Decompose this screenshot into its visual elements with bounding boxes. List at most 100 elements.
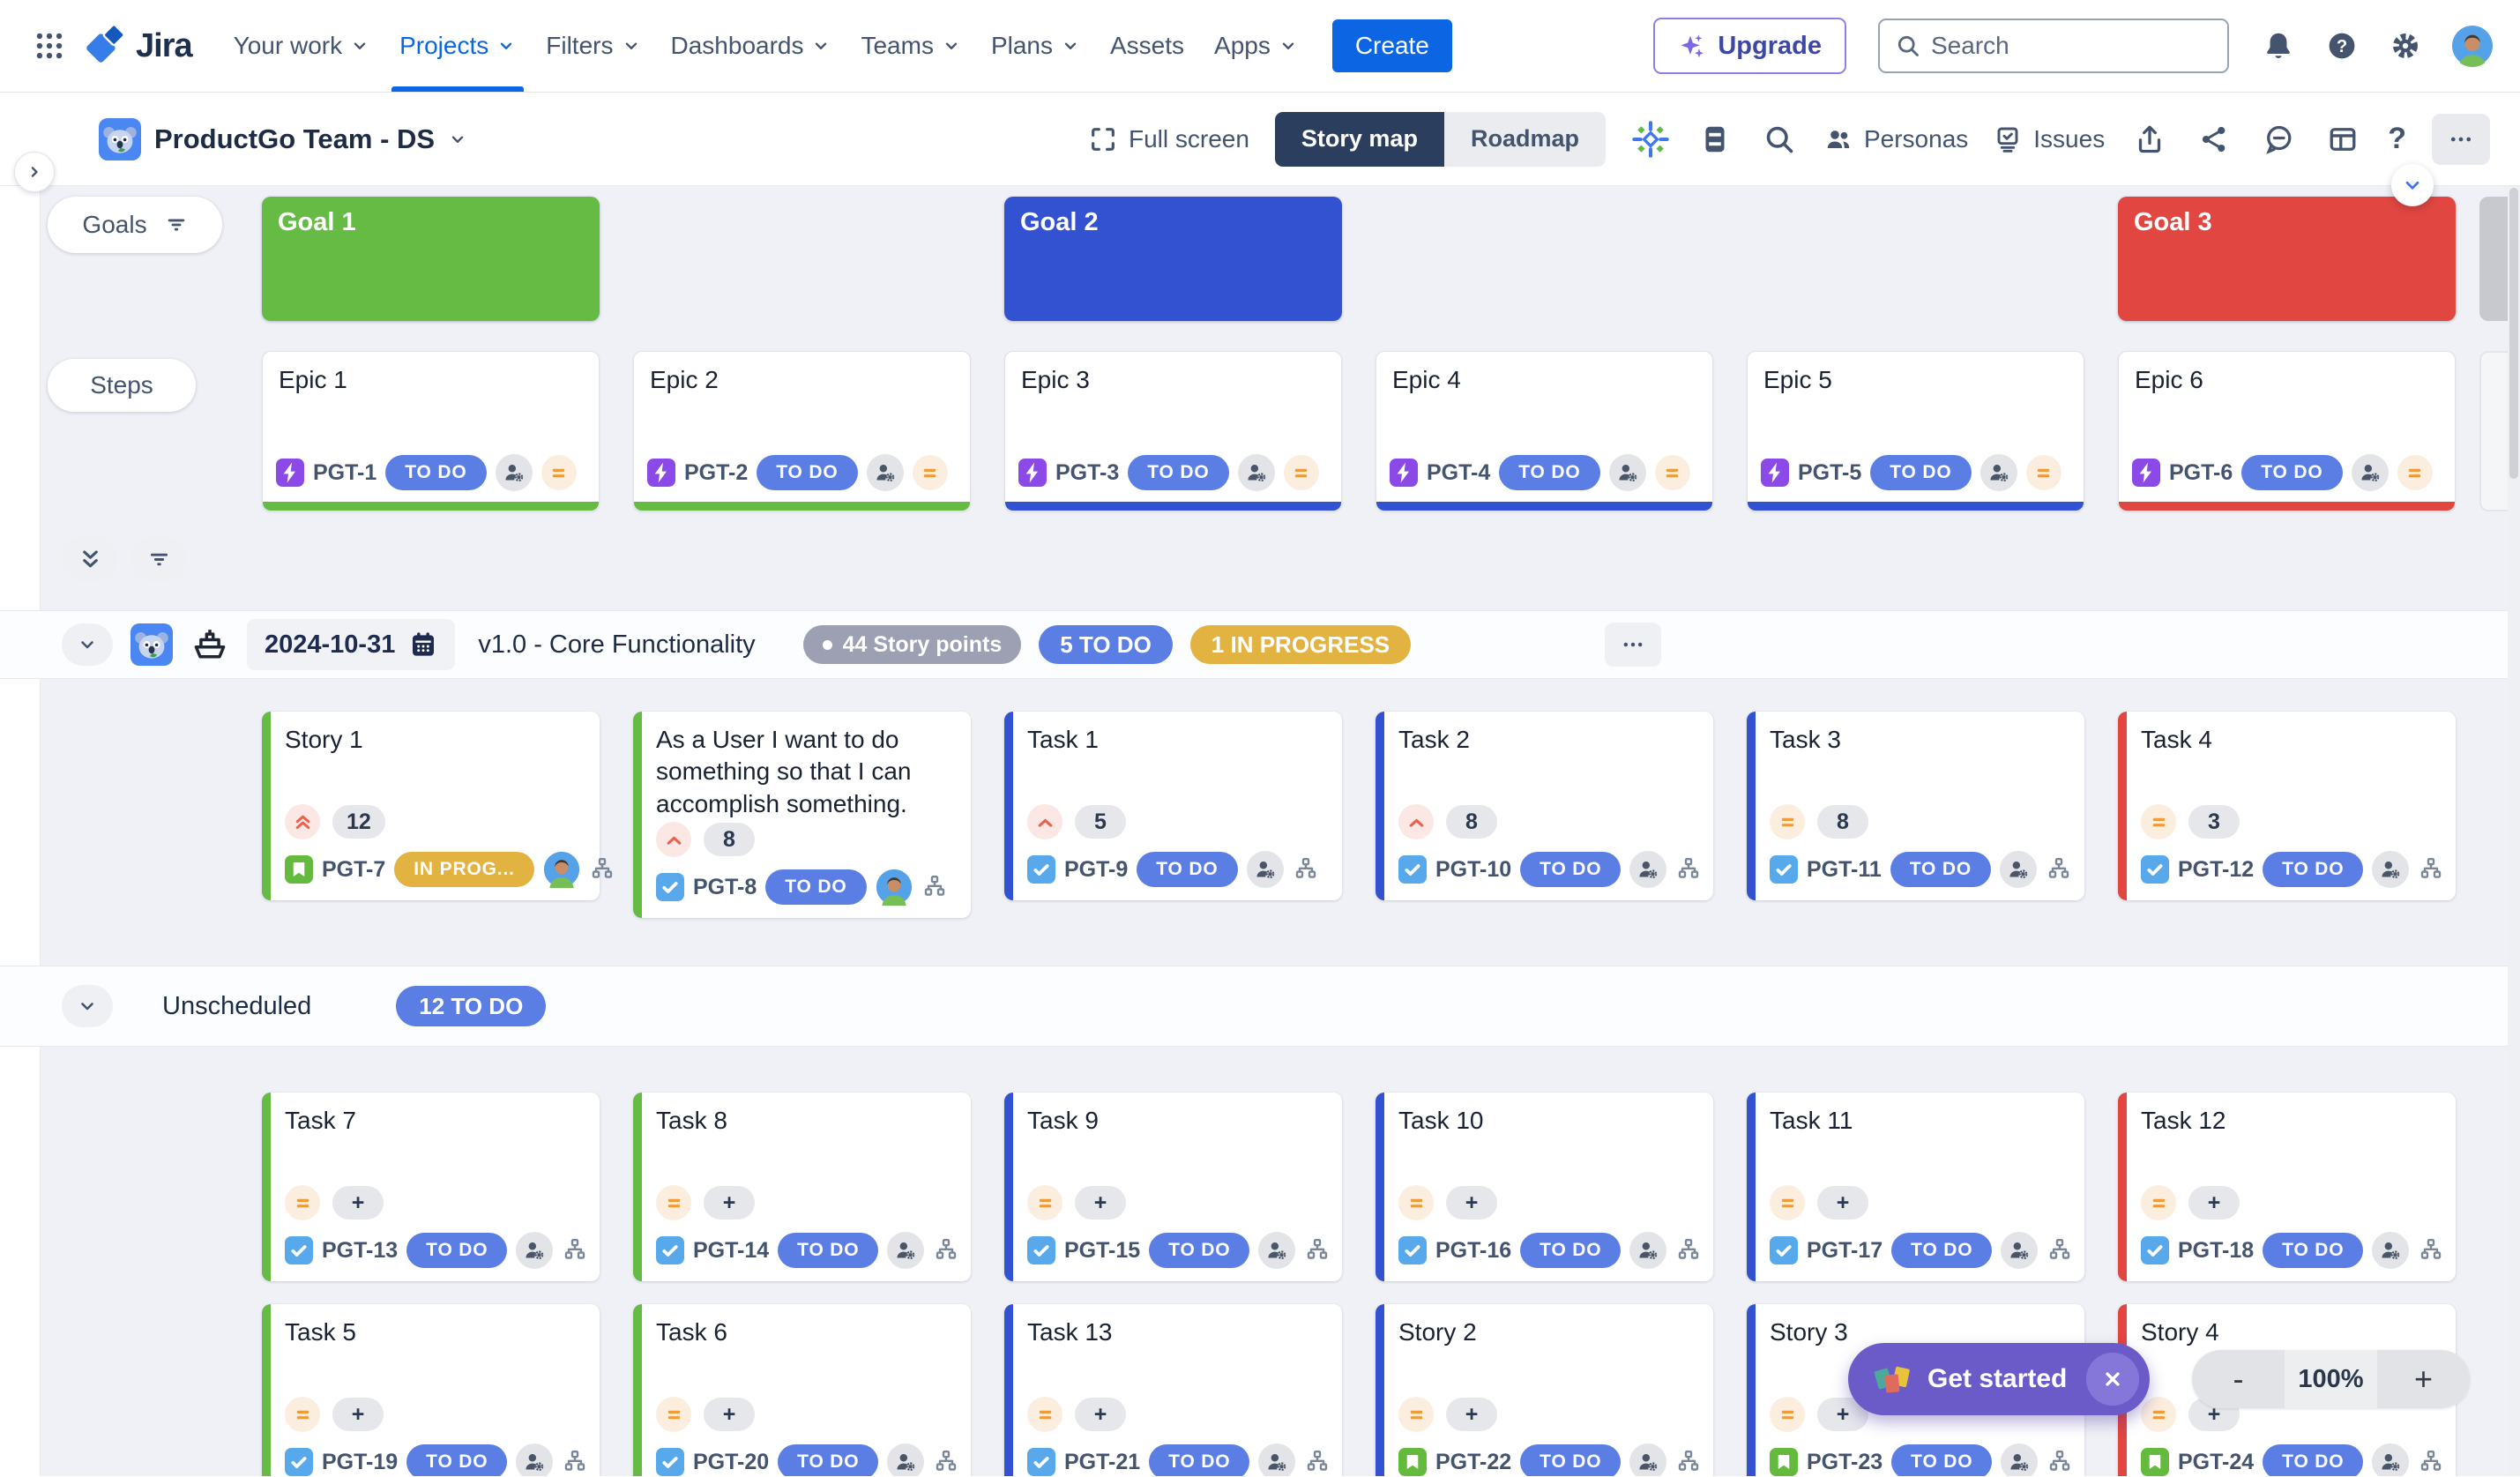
issue-card[interactable]: Task 10 + PGT-16 TO DO — [1376, 1093, 1713, 1281]
board-search-icon[interactable] — [1760, 120, 1799, 159]
estimate-pill[interactable]: + — [1817, 1186, 1868, 1220]
nav-menu-item[interactable]: Apps — [1199, 0, 1313, 92]
sprint-date-picker[interactable]: 2024-10-31 — [247, 619, 456, 670]
subtasks-icon[interactable] — [2418, 856, 2444, 883]
status-badge[interactable]: TO DO — [1520, 852, 1622, 887]
priority-high-icon[interactable] — [1398, 804, 1434, 839]
priority-high-icon[interactable] — [1027, 804, 1062, 839]
subtasks-icon[interactable] — [921, 874, 948, 900]
assignee-unassigned-icon[interactable] — [2372, 1443, 2410, 1476]
estimate-pill[interactable]: + — [1075, 1398, 1126, 1431]
subtasks-icon[interactable] — [1675, 1237, 1702, 1264]
subtasks-icon[interactable] — [2047, 1237, 2073, 1264]
user-avatar[interactable] — [2451, 25, 2494, 67]
feedback-icon[interactable] — [2259, 120, 2298, 159]
issue-card[interactable]: Task 1 5 PGT-9 TO DO — [1004, 712, 1342, 900]
issue-card[interactable]: Task 5 + PGT-19 TO DO — [262, 1304, 600, 1476]
estimate-pill[interactable]: + — [704, 1398, 755, 1431]
priority-medium-icon[interactable] — [285, 1397, 320, 1432]
issue-card[interactable]: Task 9 + PGT-15 TO DO — [1004, 1093, 1342, 1281]
collapse-unscheduled-icon[interactable] — [62, 985, 113, 1027]
status-badge[interactable]: TO DO — [1128, 455, 1229, 490]
issue-card[interactable]: Story 2 + PGT-22 TO DO — [1376, 1304, 1713, 1476]
assignee-avatar[interactable] — [876, 869, 913, 906]
nav-menu-item[interactable]: Your work — [219, 0, 384, 92]
zoom-in-button[interactable]: + — [2377, 1350, 2470, 1408]
filter-rows-icon[interactable] — [130, 537, 187, 581]
assignee-unassigned-icon[interactable] — [2372, 1232, 2410, 1269]
status-badge[interactable]: TO DO — [778, 1444, 879, 1476]
estimate-pill[interactable]: 12 — [332, 805, 385, 839]
estimate-pill[interactable]: + — [2188, 1186, 2240, 1220]
subtasks-icon[interactable] — [2418, 1237, 2444, 1264]
subtasks-icon[interactable] — [933, 1237, 959, 1264]
issue-card[interactable]: Task 4 3 PGT-12 TO DO — [2118, 712, 2456, 900]
epic-card[interactable]: Epic 1 PGT-1 TO DO — [262, 351, 600, 511]
status-badge[interactable]: TO DO — [2263, 1233, 2364, 1268]
priority-medium-icon[interactable] — [1770, 1397, 1805, 1432]
goal-card[interactable]: Goal 1 — [262, 197, 600, 321]
subtasks-icon[interactable] — [1304, 1237, 1331, 1264]
jira-logo[interactable]: Jira — [85, 25, 193, 67]
search-box[interactable] — [1878, 19, 2229, 73]
expand-all-icon[interactable] — [62, 537, 118, 581]
share-icon[interactable] — [2195, 120, 2233, 159]
epic-card[interactable]: Epic 3 PGT-3 TO DO — [1004, 351, 1342, 511]
status-badge[interactable]: TO DO — [1149, 1444, 1250, 1476]
collapse-sprint-icon[interactable] — [62, 623, 113, 666]
assignee-unassigned-icon[interactable] — [887, 1443, 925, 1476]
priority-medium-icon[interactable] — [285, 1185, 320, 1220]
steps-lane-label[interactable]: Steps — [48, 359, 196, 412]
panel-view-icon[interactable] — [1696, 120, 1734, 159]
priority-high-icon[interactable] — [656, 822, 691, 857]
status-badge[interactable]: TO DO — [406, 1233, 508, 1268]
status-badge[interactable]: IN PROG... — [394, 852, 534, 887]
issues-button[interactable]: Issues — [1994, 125, 2105, 153]
collapse-goals-button[interactable] — [2391, 164, 2434, 206]
priority-medium-icon[interactable] — [2141, 804, 2176, 839]
expand-sidebar-button[interactable] — [14, 152, 55, 192]
sprint-more-icon[interactable] — [1605, 623, 1662, 667]
status-badge[interactable]: TO DO — [757, 455, 858, 490]
view-tab[interactable]: Roadmap — [1443, 111, 1606, 167]
epic-card[interactable]: Epic 5 PGT-5 TO DO — [1747, 351, 2084, 511]
issue-card[interactable]: Task 2 8 PGT-10 TO DO — [1376, 712, 1713, 900]
status-badge[interactable]: TO DO — [765, 869, 867, 905]
issue-card[interactable]: Task 8 + PGT-14 TO DO — [633, 1093, 971, 1281]
status-badge[interactable]: TO DO — [1499, 455, 1600, 490]
export-icon[interactable] — [2130, 120, 2169, 159]
assignee-unassigned-icon[interactable] — [1258, 1232, 1296, 1269]
subtasks-icon[interactable] — [562, 1237, 588, 1264]
assignee-unassigned-icon[interactable] — [1629, 1232, 1667, 1269]
status-badge[interactable]: TO DO — [2263, 852, 2364, 887]
subtasks-icon[interactable] — [1675, 1449, 1702, 1475]
issue-card[interactable]: Story 1 12 PGT-7 IN PROG... — [262, 712, 600, 900]
subtasks-icon[interactable] — [933, 1449, 959, 1475]
nav-menu-item[interactable]: Filters — [531, 0, 655, 92]
assignee-unassigned-icon[interactable] — [516, 1232, 554, 1269]
priority-medium-icon[interactable] — [2397, 455, 2433, 490]
app-switcher-icon[interactable] — [26, 23, 72, 69]
assignee-unassigned-icon[interactable] — [2372, 851, 2410, 888]
estimate-pill[interactable]: 8 — [704, 823, 755, 856]
search-input[interactable] — [1931, 32, 2211, 60]
priority-medium-icon[interactable] — [1770, 804, 1805, 839]
priority-medium-icon[interactable] — [912, 455, 948, 490]
notifications-bell-icon[interactable] — [2261, 28, 2296, 63]
status-badge[interactable]: TO DO — [2263, 1444, 2364, 1476]
goal-card[interactable]: Goal 3 — [2118, 197, 2456, 321]
subtasks-icon[interactable] — [2046, 856, 2072, 883]
nav-menu-item[interactable]: Assets — [1095, 0, 1199, 92]
status-badge[interactable]: TO DO — [2241, 455, 2343, 490]
status-badge[interactable]: TO DO — [385, 455, 487, 490]
full-screen-button[interactable]: Full screen — [1089, 125, 1249, 153]
window-layout-icon[interactable] — [2323, 120, 2362, 159]
status-badge[interactable]: TO DO — [1890, 852, 1992, 887]
assignee-unassigned-icon[interactable] — [2001, 1443, 2039, 1476]
estimate-pill[interactable]: + — [1075, 1186, 1126, 1220]
status-badge[interactable]: TO DO — [1520, 1444, 1622, 1476]
assignee-unassigned-icon[interactable] — [495, 454, 533, 491]
priority-medium-icon[interactable] — [2025, 455, 2061, 490]
create-button[interactable]: Create — [1331, 19, 1452, 72]
assignee-unassigned-icon[interactable] — [2351, 454, 2389, 491]
